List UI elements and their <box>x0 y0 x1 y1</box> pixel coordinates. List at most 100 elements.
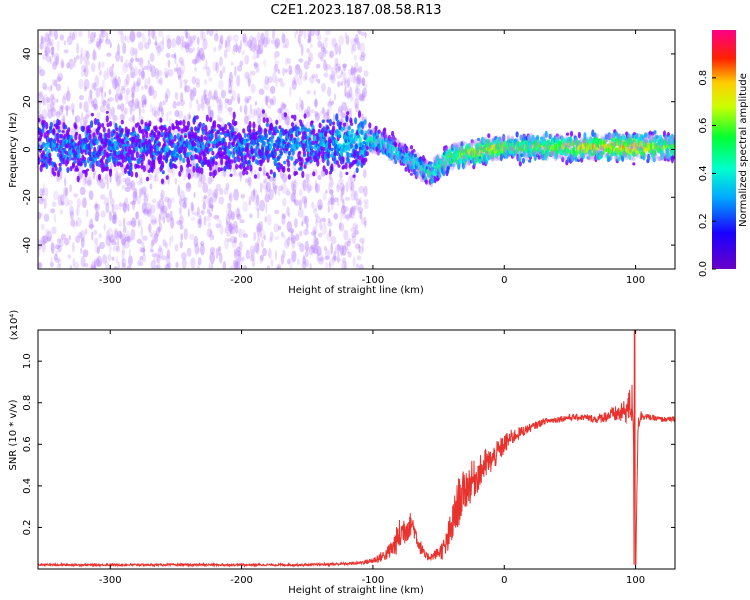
spectrogram-cell <box>318 122 322 129</box>
spectrogram-cell <box>409 145 414 150</box>
spectrogram-noise-blob <box>219 70 223 80</box>
spectrogram-noise-blob <box>322 108 325 119</box>
spectrogram-noise-blob <box>100 194 106 200</box>
spectrogram-noise-blob <box>340 69 344 76</box>
spectrogram-noise-blob <box>166 34 171 44</box>
spectrogram-noise-blob <box>354 34 359 46</box>
spectrogram-noise-blob <box>93 82 97 91</box>
spectrogram-noise-blob <box>154 67 160 80</box>
spectrogram-noise-blob <box>256 107 262 119</box>
spectrogram-noise-blob <box>189 40 192 47</box>
spectrogram-noise-blob <box>177 184 181 196</box>
spectrogram-noise-blob <box>280 231 284 238</box>
spectrogram-noise-blob <box>195 53 199 65</box>
spectrogram-noise-blob <box>345 35 350 46</box>
spectrogram-cell <box>179 153 183 161</box>
spectrogram-noise-blob <box>55 110 61 119</box>
spectrogram-noise-blob <box>338 221 342 230</box>
spectrogram-noise-blob <box>150 243 153 252</box>
spectrogram-noise-blob <box>226 221 231 229</box>
spectrogram-cell <box>135 151 139 159</box>
spectrogram-cell <box>170 136 174 140</box>
spectrogram-noise-blob <box>330 71 335 80</box>
spectrogram-noise-blob <box>241 50 245 55</box>
spectrogram-noise-blob <box>303 109 309 115</box>
spectrogram-noise-blob <box>308 52 314 63</box>
spectrogram-noise-blob <box>99 241 105 250</box>
spectrogram-noise-blob <box>361 241 365 253</box>
spectrogram-noise-blob <box>88 224 95 229</box>
spectrogram-noise-blob <box>179 62 186 75</box>
spectrogram-noise-blob <box>286 187 289 192</box>
spectrogram-noise-blob <box>154 217 158 224</box>
spectrogram-noise-blob <box>290 234 296 244</box>
spectrogram-noise-blob <box>358 93 365 101</box>
spectrogram-cell <box>328 118 332 125</box>
spectrogram-noise-blob <box>258 88 265 96</box>
spectrogram-noise-blob <box>48 32 51 45</box>
spectrogram-noise-blob <box>354 97 359 109</box>
spectrogram-cell <box>264 133 269 139</box>
spectrogram-noise-blob <box>215 183 222 191</box>
spectrogram-cell <box>140 160 144 165</box>
spectrogram-noise-blob <box>214 188 219 199</box>
spectrogram-noise-blob <box>114 93 119 103</box>
spectrogram-noise-blob <box>122 201 127 212</box>
spectrogram-noise-blob <box>102 176 108 185</box>
spectrogram-noise-blob <box>347 240 351 247</box>
spectrogram-noise-blob <box>282 249 286 259</box>
spectrogram-noise-blob <box>180 35 185 42</box>
spectrogram-cell <box>161 170 165 175</box>
spectrogram-noise-blob <box>141 36 147 43</box>
spectrogram-noise-blob <box>142 235 148 241</box>
spectrogram-noise-blob <box>121 184 126 190</box>
spectrogram-cell <box>331 125 336 133</box>
spectrogram-noise-blob <box>125 93 129 105</box>
spectrogram-noise-blob <box>318 232 323 238</box>
spectrogram-noise-blob <box>322 39 328 50</box>
spectrogram-noise-blob <box>86 176 93 187</box>
spectrogram-noise-blob <box>132 114 136 125</box>
spectrogram-noise-blob <box>233 248 237 259</box>
spectrogram-noise-blob <box>345 181 349 193</box>
spectrogram-noise-blob <box>150 30 156 39</box>
spectrogram-noise-blob <box>57 245 62 253</box>
spectrogram-cell <box>326 159 330 167</box>
spectrogram-noise-blob <box>122 42 127 55</box>
spectrogram-noise-blob <box>93 229 98 236</box>
spectrogram-noise-blob <box>68 235 72 241</box>
spectrogram-noise-blob <box>43 198 47 210</box>
spectrogram-cell <box>248 120 252 129</box>
spectrogram-noise-blob <box>243 265 248 269</box>
spectrogram-noise-blob <box>193 47 196 52</box>
spectrogram-cell <box>220 167 224 171</box>
spectrogram-noise-blob <box>108 176 112 184</box>
spectrogram-noise-blob <box>146 209 151 215</box>
spectrogram-noise-blob <box>279 107 283 115</box>
spectrogram-noise-blob <box>319 110 323 116</box>
spectrogram-noise-blob <box>50 46 55 56</box>
spectrogram-noise-blob <box>327 196 334 205</box>
spectrogram-noise-blob <box>70 219 75 227</box>
spectrogram-cell <box>178 171 182 177</box>
spectrogram-noise-blob <box>250 108 256 119</box>
spectrogram-noise-blob <box>349 208 353 216</box>
spectrogram-noise-blob <box>360 94 365 102</box>
spectrogram-noise-blob <box>121 88 126 94</box>
spectrogram-cell <box>283 112 287 118</box>
spectrogram-noise-blob <box>158 244 163 252</box>
spectrogram-cell <box>82 126 86 131</box>
spectrogram-noise-blob <box>224 97 228 110</box>
spectrogram-noise-blob <box>344 196 351 201</box>
spectrogram-noise-blob <box>362 169 367 179</box>
spectrogram-noise-blob <box>347 175 353 185</box>
spectrogram-cell <box>339 121 343 126</box>
spectrogram-noise-blob <box>313 99 318 108</box>
spectrogram-cell <box>171 125 176 131</box>
spectrogram-noise-blob <box>253 61 258 70</box>
spectrogram-halo <box>501 136 506 142</box>
spectrogram-noise-blob <box>156 254 161 265</box>
spectrogram-noise-blob <box>39 41 45 50</box>
spectrogram-noise-blob <box>184 82 188 94</box>
spectrogram-cell <box>74 124 78 130</box>
